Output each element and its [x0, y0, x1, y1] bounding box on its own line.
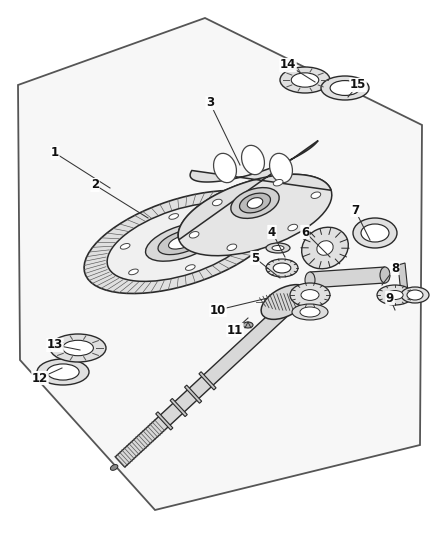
Ellipse shape — [353, 218, 397, 248]
Text: 1: 1 — [51, 147, 59, 159]
Ellipse shape — [169, 235, 195, 249]
Polygon shape — [199, 372, 216, 390]
Ellipse shape — [261, 285, 309, 319]
Ellipse shape — [300, 307, 320, 317]
Polygon shape — [115, 290, 305, 467]
Ellipse shape — [63, 340, 93, 356]
Text: 12: 12 — [32, 372, 48, 384]
Ellipse shape — [145, 223, 219, 261]
Ellipse shape — [302, 227, 348, 269]
Ellipse shape — [240, 193, 271, 213]
Text: 9: 9 — [386, 292, 394, 304]
Ellipse shape — [361, 224, 389, 242]
Text: 8: 8 — [391, 262, 399, 274]
Ellipse shape — [110, 465, 118, 470]
Text: 5: 5 — [251, 252, 259, 264]
Ellipse shape — [231, 188, 279, 219]
Ellipse shape — [84, 190, 280, 294]
Text: 11: 11 — [227, 324, 243, 336]
Ellipse shape — [380, 267, 390, 283]
Ellipse shape — [178, 174, 332, 256]
Ellipse shape — [292, 304, 328, 320]
Ellipse shape — [50, 334, 106, 362]
Ellipse shape — [269, 154, 293, 183]
Ellipse shape — [305, 272, 315, 288]
Ellipse shape — [290, 283, 330, 307]
Ellipse shape — [247, 198, 263, 208]
Polygon shape — [184, 385, 201, 403]
Polygon shape — [170, 399, 187, 417]
Text: 7: 7 — [351, 204, 359, 216]
Ellipse shape — [330, 80, 360, 95]
Text: 13: 13 — [47, 338, 63, 351]
Ellipse shape — [226, 209, 235, 215]
Ellipse shape — [120, 244, 130, 249]
Text: 14: 14 — [280, 59, 296, 71]
Polygon shape — [156, 412, 173, 430]
Text: 10: 10 — [210, 303, 226, 317]
Ellipse shape — [407, 290, 423, 300]
Ellipse shape — [234, 235, 244, 240]
Ellipse shape — [227, 244, 237, 251]
Ellipse shape — [321, 76, 369, 100]
Text: 6: 6 — [301, 225, 309, 238]
Ellipse shape — [272, 246, 284, 251]
Text: 2: 2 — [91, 179, 99, 191]
Ellipse shape — [37, 359, 89, 385]
Polygon shape — [18, 18, 422, 510]
Ellipse shape — [214, 154, 237, 183]
Ellipse shape — [158, 229, 206, 255]
Ellipse shape — [387, 290, 403, 300]
Ellipse shape — [107, 203, 257, 281]
Ellipse shape — [273, 263, 291, 273]
Text: 4: 4 — [268, 225, 276, 238]
Ellipse shape — [243, 322, 253, 328]
Ellipse shape — [212, 199, 222, 206]
Text: 3: 3 — [206, 96, 214, 109]
Polygon shape — [398, 263, 408, 294]
Ellipse shape — [377, 285, 413, 305]
Ellipse shape — [317, 241, 333, 255]
Ellipse shape — [266, 259, 298, 277]
Ellipse shape — [266, 243, 290, 253]
Ellipse shape — [291, 73, 319, 87]
Polygon shape — [310, 267, 385, 288]
Ellipse shape — [401, 287, 429, 303]
Text: 15: 15 — [350, 78, 366, 92]
Ellipse shape — [169, 214, 179, 219]
Ellipse shape — [189, 231, 199, 238]
Ellipse shape — [280, 67, 330, 93]
Ellipse shape — [288, 224, 297, 231]
Ellipse shape — [311, 192, 321, 198]
Ellipse shape — [185, 265, 195, 270]
Polygon shape — [178, 141, 331, 240]
Ellipse shape — [242, 146, 265, 175]
Ellipse shape — [273, 180, 283, 186]
Ellipse shape — [301, 289, 319, 301]
Ellipse shape — [47, 364, 79, 380]
Ellipse shape — [129, 269, 138, 274]
